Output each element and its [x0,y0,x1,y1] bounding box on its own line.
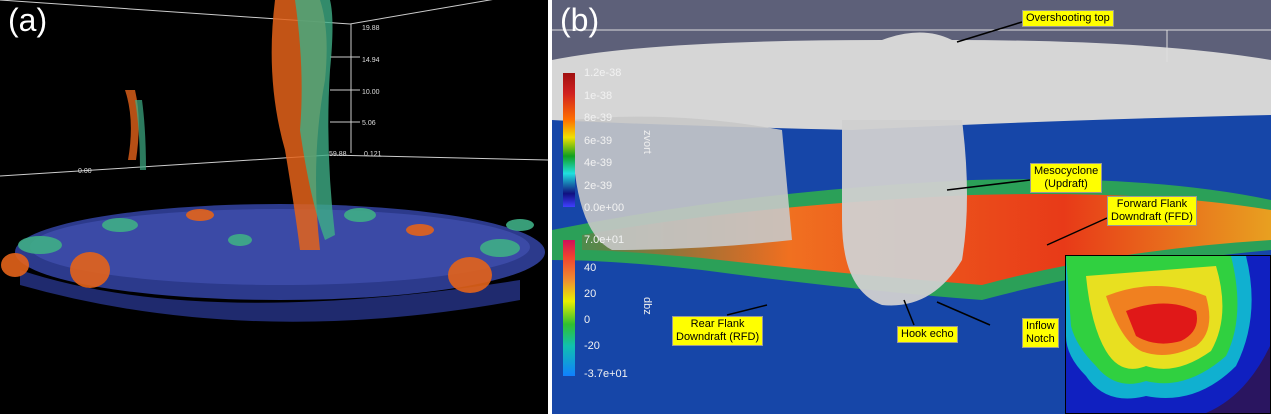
axis-tick: 19.88 [362,25,380,32]
dbz-tick: 0 [584,314,591,326]
zvort-tick: 2e-39 [584,180,613,192]
zvort-title: zvort [641,130,653,154]
zvort-tick: 8e-39 [584,112,613,124]
axis-tick: 59.88 [329,151,347,158]
dbz-tick: 7.0e+01 [584,234,625,246]
panel-a-visualization: (a) 19.88 14.94 10.00 5.06 0.121 59.88 0… [0,0,548,414]
annotation-mesocyclone: Mesocyclone (Updraft) [1030,163,1103,193]
zvort-tick: 6e-39 [584,135,613,147]
reflectivity-inset [1065,255,1271,414]
axis-tick: 10.00 [362,89,380,96]
zvort-tick: 1.2e-38 [584,67,622,79]
panel-b-label: (b) [560,2,600,38]
annotation-overshooting-top: Overshooting top [1022,10,1114,27]
surface-vortices [1,208,534,293]
axis-tick: 0.00 [78,168,92,175]
dbz-tick: 40 [584,262,597,274]
panel-a-scene [0,0,548,322]
panel-a-label: (a) [8,2,48,38]
zvort-colorbar [563,73,575,207]
annotation-rfd: Rear Flank Downdraft (RFD) [672,316,764,346]
panel-b-visualization: (b) 1.2e-38 1e-38 8e-39 6e-39 4e-39 2e-3… [552,0,1271,414]
axis-tick: 5.06 [362,120,376,127]
axis-tick: 0.121 [364,151,382,158]
zvort-tick: 4e-39 [584,157,613,169]
axis-tick: 14.94 [362,57,380,64]
zvort-tick: 0.0e+00 [584,202,625,214]
annotation-inflow-notch: Inflow Notch [1022,318,1059,348]
annotation-ffd: Forward Flank Downdraft (FFD) [1107,196,1197,226]
vortex-column [125,0,335,250]
dbz-title: dbz [641,297,653,315]
dbz-tick: 20 [584,288,597,300]
dbz-tick: -20 [584,340,600,352]
zvort-tick: 1e-38 [584,90,613,102]
dbz-colorbar [563,240,575,376]
annotation-hook-echo: Hook echo [897,326,958,343]
dbz-tick: -3.7e+01 [584,368,628,380]
